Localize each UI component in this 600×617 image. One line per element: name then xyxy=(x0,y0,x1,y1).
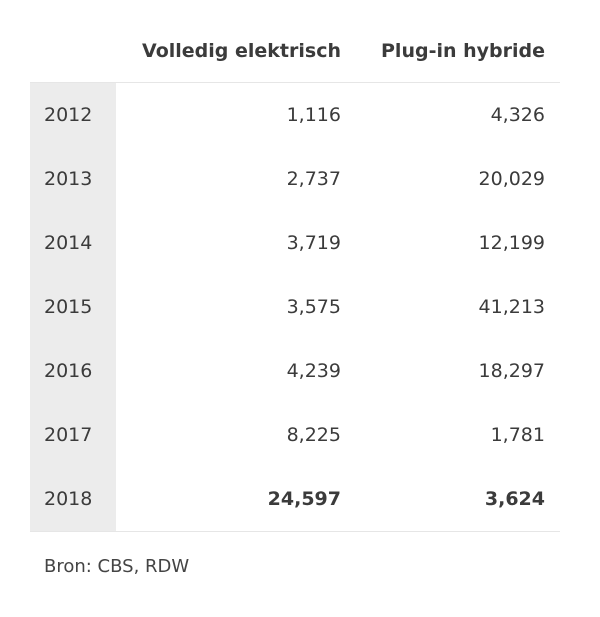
value-plug-in-hybride: 20,029 xyxy=(478,168,545,190)
column-header-volledig-elektrisch: Volledig elektrisch xyxy=(142,40,341,62)
year-cell: 2016 xyxy=(30,339,116,403)
value-plug-in-hybride: 18,297 xyxy=(478,360,545,382)
table-row: 2018 24,597 3,624 xyxy=(30,467,560,531)
value-volledig-elektrisch: 3,575 xyxy=(286,296,341,318)
table-body: 2012 1,116 4,326 2013 2,737 20,029 2014 3,719 12… xyxy=(30,83,560,531)
year-cell: 2013 xyxy=(30,147,116,211)
value-volledig-elektrisch: 3,719 xyxy=(286,232,341,254)
table-row: 2017 8,225 1,781 xyxy=(30,403,560,467)
value-volledig-elektrisch: 4,239 xyxy=(286,360,341,382)
table-bottom-divider xyxy=(30,531,560,532)
value-plug-in-hybride: 1,781 xyxy=(490,424,545,446)
table-row: 2014 3,719 12,199 xyxy=(30,211,560,275)
value-volledig-elektrisch: 8,225 xyxy=(286,424,341,446)
table-row: 2015 3,575 41,213 xyxy=(30,275,560,339)
year-cell: 2017 xyxy=(30,403,116,467)
table-row: 2016 4,239 18,297 xyxy=(30,339,560,403)
year-cell: 2014 xyxy=(30,211,116,275)
value-volledig-elektrisch: 24,597 xyxy=(267,488,341,510)
value-volledig-elektrisch: 2,737 xyxy=(286,168,341,190)
value-plug-in-hybride: 12,199 xyxy=(478,232,545,254)
year-cell: 2018 xyxy=(30,467,116,531)
table-row: 2013 2,737 20,029 xyxy=(30,147,560,211)
table-row: 2012 1,116 4,326 xyxy=(30,83,560,147)
table-header: Volledig elektrisch Plug-in hybride xyxy=(30,20,560,83)
value-volledig-elektrisch: 1,116 xyxy=(286,104,341,126)
year-cell: 2015 xyxy=(30,275,116,339)
value-plug-in-hybride: 41,213 xyxy=(478,296,545,318)
data-table: Volledig elektrisch Plug-in hybride 2012… xyxy=(30,20,560,532)
value-plug-in-hybride: 4,326 xyxy=(490,104,545,126)
year-cell: 2012 xyxy=(30,83,116,147)
column-header-plug-in-hybride: Plug-in hybride xyxy=(381,40,545,62)
value-plug-in-hybride: 3,624 xyxy=(484,488,545,510)
source-note: Bron: CBS, RDW xyxy=(44,556,190,577)
